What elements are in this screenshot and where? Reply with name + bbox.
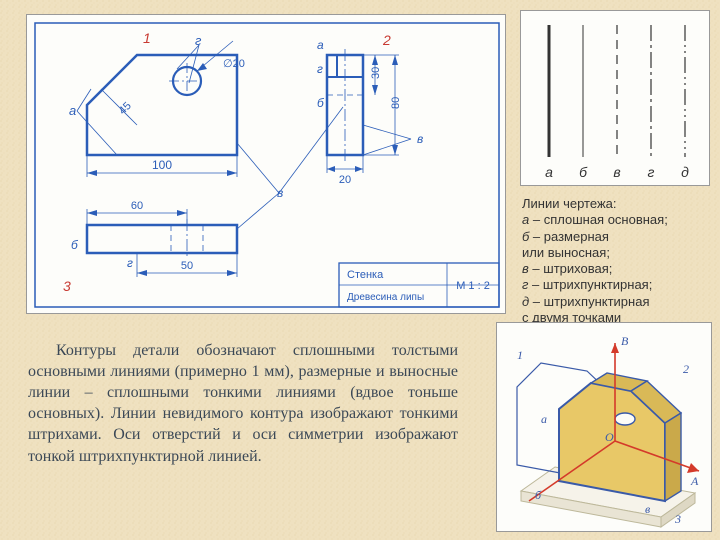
dim-100: 100 <box>152 158 172 172</box>
svg-text:А: А <box>690 474 699 488</box>
svg-text:б: б <box>71 238 79 252</box>
svg-text:г: г <box>648 164 655 180</box>
dim-45: 45 <box>117 100 134 117</box>
line-types-svg: а б в г д <box>521 11 711 187</box>
svg-text:а: а <box>317 38 324 52</box>
svg-text:г: г <box>127 256 133 270</box>
dim-d20: ∅20 <box>223 58 245 70</box>
technical-drawing-panel: 100 ∅20 45 1 г а <box>26 14 506 314</box>
svg-text:б: б <box>317 96 325 110</box>
svg-text:в: в <box>613 164 620 180</box>
label-a1: а <box>69 103 76 118</box>
dim-60: 60 <box>131 200 143 212</box>
technical-drawing: 100 ∅20 45 1 г а <box>27 15 507 315</box>
svg-text:б: б <box>579 164 588 180</box>
dim-80: 80 <box>390 97 402 109</box>
isometric-panel: О А В 1 2 3 а б в <box>496 322 712 532</box>
svg-text:1: 1 <box>517 348 523 362</box>
svg-text:г: г <box>317 62 323 76</box>
view1-number: 1 <box>143 30 151 46</box>
svg-text:б: б <box>535 488 542 502</box>
dim-20w: 20 <box>339 174 351 186</box>
isometric-svg: О А В 1 2 3 а б в <box>497 323 713 533</box>
svg-text:в: в <box>417 132 423 146</box>
view3-number: 3 <box>63 278 71 294</box>
dim-30: 30 <box>370 67 382 79</box>
svg-text:д: д <box>681 164 689 180</box>
titleblock-scale: М 1 : 2 <box>456 280 490 292</box>
dim-50: 50 <box>181 260 193 272</box>
svg-text:В: В <box>621 334 629 348</box>
titleblock-name: Стенка <box>347 269 384 281</box>
svg-text:3: 3 <box>674 512 681 526</box>
svg-text:а: а <box>545 164 553 180</box>
svg-text:О: О <box>605 430 614 444</box>
svg-text:а: а <box>541 412 547 426</box>
svg-text:2: 2 <box>683 362 689 376</box>
titleblock-material: Древесина липы <box>347 292 424 303</box>
line-types-caption: Линии чертежа: а – сплошная основная; б … <box>522 196 712 326</box>
view2-number: 2 <box>382 32 391 48</box>
lines-title: Линии чертежа: <box>522 196 712 212</box>
svg-text:в: в <box>645 502 650 516</box>
paragraph-text: Контуры детали обозначают сплошными толс… <box>28 340 458 467</box>
line-types-panel: а б в г д <box>520 10 710 186</box>
